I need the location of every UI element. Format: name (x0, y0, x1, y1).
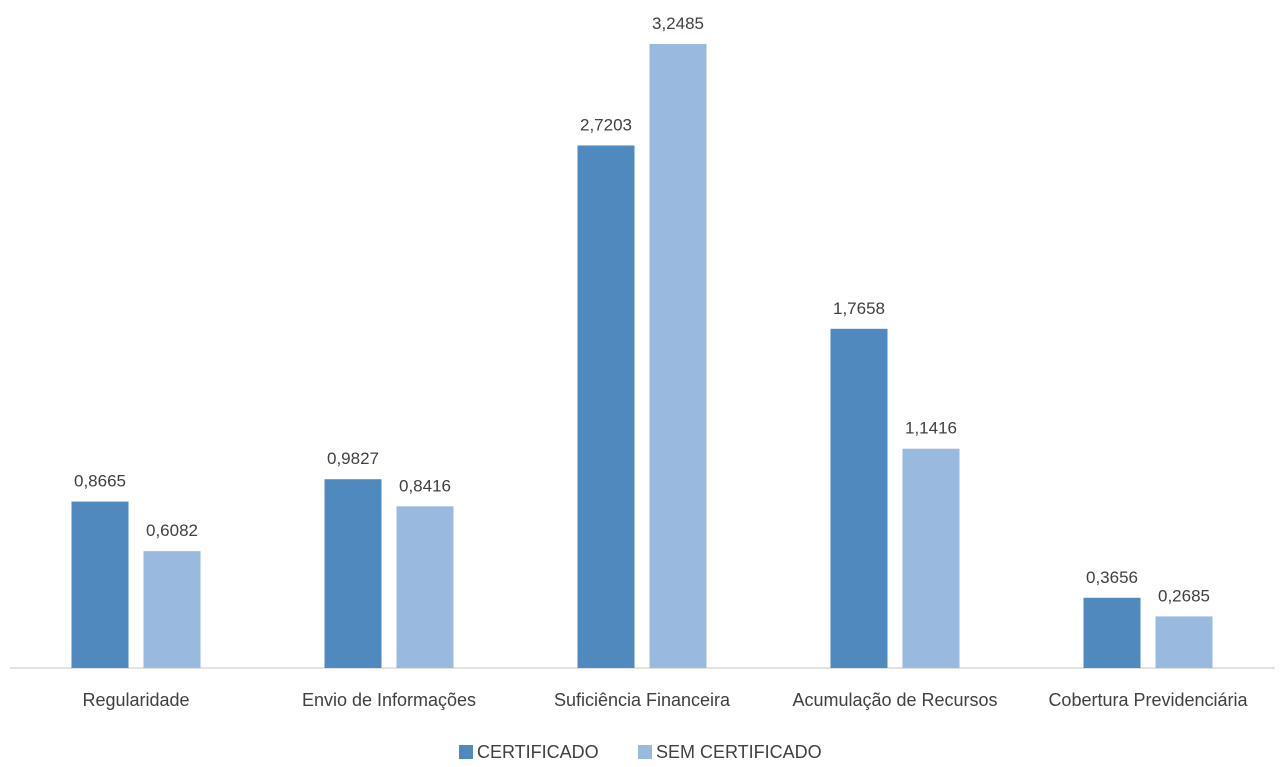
bar-certificado-0 (71, 501, 129, 668)
value-label: 0,8416 (399, 476, 451, 495)
bar-sem-certificado-3 (902, 448, 960, 668)
bar-certificado-2 (577, 145, 635, 668)
category-label: Envio de Informações (302, 690, 476, 710)
value-label: 0,6082 (146, 521, 198, 540)
bar-sem-certificado-1 (396, 506, 454, 668)
category-labels-group: Regularidade Envio de Informações Suficiên… (82, 690, 1248, 710)
legend-swatch-1 (638, 745, 652, 759)
bar-sem-certificado-2 (649, 44, 707, 668)
value-label: 3,2485 (652, 14, 704, 33)
bar-sem-certificado-4 (1155, 616, 1213, 668)
bar-certificado-4 (1083, 597, 1141, 668)
value-label: 1,1416 (905, 419, 957, 438)
value-label: 0,2685 (1158, 586, 1210, 605)
legend: CERTIFICADO SEM CERTIFICADO (459, 742, 822, 762)
bars-group (71, 44, 1213, 668)
category-label: Acumulação de Recursos (792, 690, 997, 710)
bar-certificado-1 (324, 479, 382, 668)
value-label: 0,8665 (74, 472, 126, 491)
legend-label-1: SEM CERTIFICADO (656, 742, 822, 762)
legend-swatch-0 (459, 745, 473, 759)
value-label: 0,9827 (327, 449, 379, 468)
bar-sem-certificado-0 (143, 551, 201, 668)
value-label: 0,3656 (1086, 568, 1138, 587)
legend-label-0: CERTIFICADO (477, 742, 599, 762)
value-label: 2,7203 (580, 115, 632, 134)
value-label: 1,7658 (833, 299, 885, 318)
value-labels-group: 0,8665 0,6082 0,9827 0,8416 2,7203 3,2485 1,76… (74, 14, 1210, 605)
category-label: Suficiência Financeira (554, 690, 731, 710)
category-label: Cobertura Previdenciária (1048, 690, 1248, 710)
category-label: Regularidade (82, 690, 189, 710)
bar-certificado-3 (830, 328, 888, 668)
